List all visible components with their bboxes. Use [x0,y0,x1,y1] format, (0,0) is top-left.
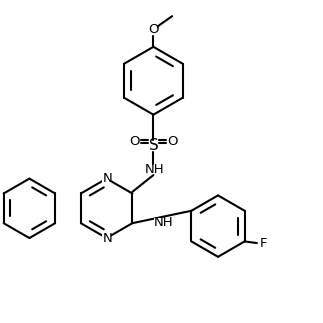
Text: O: O [130,135,140,148]
Bar [102,174,111,183]
Bar [146,165,161,174]
Text: N: N [103,172,113,185]
Text: NH: NH [153,216,173,229]
Bar [168,137,177,146]
Bar [149,141,158,151]
Text: O: O [167,135,177,148]
Text: F: F [260,236,268,250]
Text: NH: NH [145,163,164,176]
Bar [260,239,268,247]
Bar [130,137,139,146]
Text: N: N [103,232,113,245]
Text: S: S [149,139,158,153]
Text: O: O [148,23,159,36]
Bar [102,234,111,243]
Bar [154,218,170,228]
Bar [150,26,157,34]
